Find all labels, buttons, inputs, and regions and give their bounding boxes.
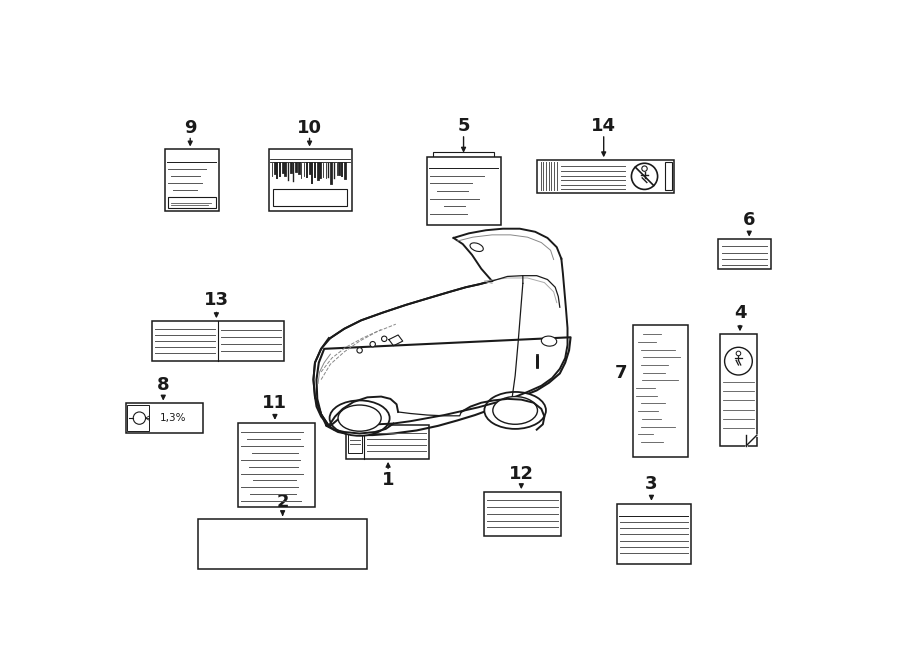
Bar <box>483 492 561 536</box>
Circle shape <box>736 351 741 356</box>
Bar <box>664 163 672 190</box>
Text: 9: 9 <box>184 119 196 137</box>
Text: 6: 6 <box>743 212 755 229</box>
Bar <box>274 190 347 206</box>
Bar <box>152 321 284 361</box>
Circle shape <box>357 348 363 353</box>
Text: 5: 5 <box>457 117 470 136</box>
Text: 10: 10 <box>297 119 322 137</box>
Bar <box>238 423 315 508</box>
Bar <box>718 239 770 269</box>
Circle shape <box>724 347 752 375</box>
Bar <box>269 149 352 211</box>
Bar <box>633 325 688 457</box>
Text: 14: 14 <box>591 117 617 136</box>
Ellipse shape <box>493 397 537 424</box>
Bar <box>433 152 494 157</box>
Ellipse shape <box>338 405 382 431</box>
Text: 1: 1 <box>382 471 394 490</box>
Text: 2: 2 <box>276 493 289 511</box>
Circle shape <box>370 342 375 347</box>
Bar <box>536 160 674 192</box>
Bar <box>125 403 202 433</box>
Bar <box>198 519 367 569</box>
Bar <box>427 157 500 225</box>
Bar <box>720 334 757 446</box>
Text: 7: 7 <box>615 364 627 381</box>
Circle shape <box>632 163 658 190</box>
Text: 12: 12 <box>508 465 534 483</box>
Text: 8: 8 <box>157 376 169 394</box>
Ellipse shape <box>329 401 390 436</box>
Text: 3: 3 <box>645 475 658 492</box>
Bar <box>348 431 362 453</box>
Circle shape <box>382 336 387 342</box>
Circle shape <box>133 412 146 424</box>
Bar <box>165 149 219 211</box>
Text: 1,3%: 1,3% <box>160 413 186 423</box>
Bar <box>168 197 216 208</box>
Bar <box>127 405 148 431</box>
Ellipse shape <box>484 392 546 429</box>
Bar <box>346 425 429 459</box>
Circle shape <box>642 166 647 171</box>
Bar <box>616 504 690 564</box>
Text: 11: 11 <box>263 395 287 412</box>
Ellipse shape <box>541 336 557 346</box>
Ellipse shape <box>470 243 483 251</box>
Text: 13: 13 <box>204 292 229 309</box>
Text: 4: 4 <box>734 303 746 322</box>
